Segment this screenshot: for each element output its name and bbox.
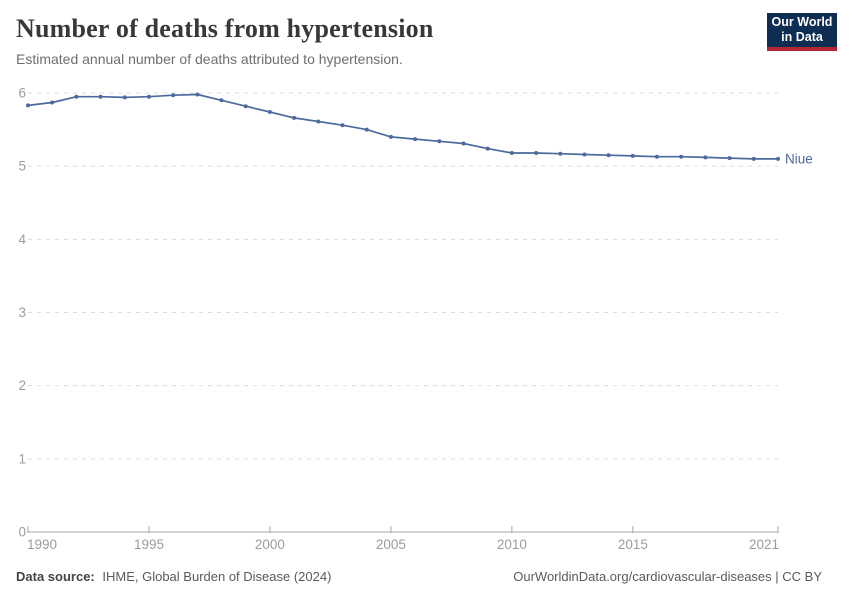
data-point[interactable] (485, 146, 490, 151)
data-point[interactable] (292, 115, 297, 120)
data-point[interactable] (509, 151, 514, 155)
x-tick-label: 2010 (497, 537, 527, 552)
data-point[interactable] (703, 155, 708, 160)
data-point[interactable] (751, 156, 756, 161)
owid-logo-line1: Our World (771, 15, 833, 29)
y-tick-label: 2 (18, 378, 26, 393)
x-tick-label: 2021 (749, 537, 779, 552)
data-point[interactable] (50, 100, 55, 105)
data-point[interactable] (655, 154, 659, 159)
data-point[interactable] (26, 103, 30, 108)
data-point[interactable] (74, 94, 79, 99)
data-point[interactable] (582, 152, 587, 157)
data-point[interactable] (316, 119, 321, 124)
data-point[interactable] (437, 139, 442, 144)
data-point[interactable] (243, 104, 248, 109)
data-point[interactable] (606, 153, 611, 158)
data-point[interactable] (776, 156, 780, 161)
y-tick-label: 1 (18, 451, 26, 466)
data-point[interactable] (195, 92, 200, 97)
data-source-label: Data source: (16, 569, 95, 584)
data-point[interactable] (534, 151, 539, 155)
x-tick-label: 2000 (255, 537, 285, 552)
data-point[interactable] (558, 151, 563, 156)
line-chart: 0 1 2 3 4 5 6 1990 1995 2000 2005 2010 2015 2021 Niue (18, 86, 813, 553)
series-label[interactable]: Niue (785, 151, 813, 166)
data-source-value: IHME, Global Burden of Disease (2024) (102, 569, 332, 584)
data-point[interactable] (340, 123, 345, 128)
owid-logo[interactable]: Our World in Data (767, 13, 837, 51)
data-point[interactable] (98, 94, 103, 99)
owid-logo-line2: in Data (781, 30, 823, 44)
data-point[interactable] (364, 127, 369, 132)
y-tick-label: 4 (18, 232, 26, 247)
trend-line[interactable] (27, 93, 778, 160)
x-tick-label: 1990 (27, 537, 57, 552)
data-point[interactable] (267, 110, 272, 114)
data-point[interactable] (413, 137, 418, 142)
x-tick-label: 2005 (376, 537, 406, 552)
page-title: Number of deaths from hypertension (16, 14, 434, 43)
chart-header: Number of deaths from hypertension Estim… (16, 14, 716, 67)
chart-footer: Data source: IHME, Global Burden of Dise… (16, 569, 822, 584)
y-tick-label: 3 (18, 305, 26, 320)
data-source: Data source: IHME, Global Burden of Dise… (16, 569, 331, 584)
data-point[interactable] (630, 153, 635, 158)
license-note[interactable]: OurWorldinData.org/cardiovascular-diseas… (513, 569, 822, 584)
data-point[interactable] (219, 98, 224, 103)
x-tick-label: 1995 (134, 537, 164, 552)
data-point[interactable] (388, 134, 393, 139)
y-tick-label: 6 (18, 86, 26, 101)
data-point[interactable] (147, 94, 151, 99)
x-tick-label: 2015 (618, 537, 648, 552)
data-point[interactable] (122, 95, 127, 100)
y-tick-label: 0 (18, 525, 26, 540)
data-point[interactable] (679, 154, 684, 159)
data-point[interactable] (727, 156, 732, 161)
y-tick-label: 5 (18, 159, 26, 174)
data-point[interactable] (461, 141, 466, 146)
data-point[interactable] (171, 93, 176, 98)
chart-subtitle: Estimated annual number of deaths attrib… (16, 51, 403, 67)
